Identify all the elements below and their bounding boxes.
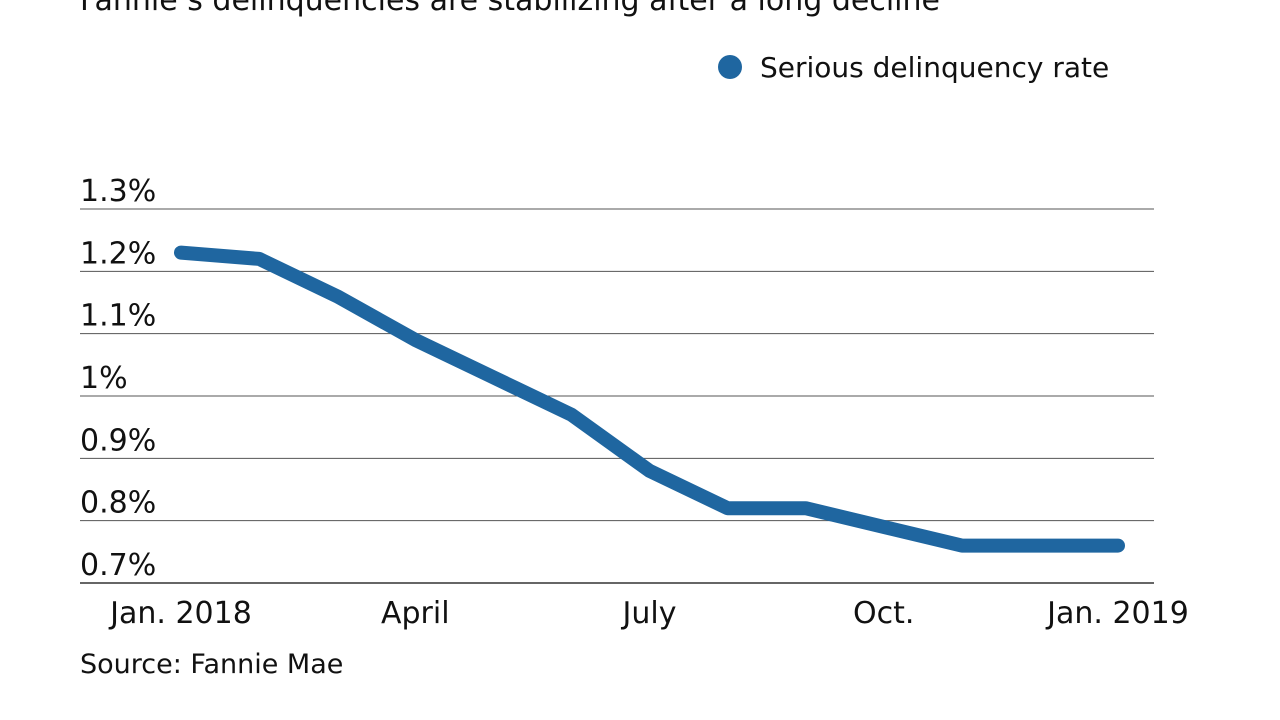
- legend-label: Serious delinquency rate: [760, 51, 1109, 84]
- y-tick-label: 0.8%: [80, 486, 156, 521]
- x-tick-label: July: [621, 596, 677, 631]
- y-tick-label: 1.1%: [80, 299, 156, 334]
- chart-title: Fannie’s delinquencies are stabilizing a…: [80, 0, 940, 18]
- legend-marker: [718, 55, 742, 79]
- y-tick-label: 1.3%: [80, 174, 156, 209]
- x-tick-label: April: [381, 596, 450, 631]
- line-series: [174, 245, 1125, 553]
- y-tick-label: 1%: [80, 361, 128, 396]
- y-tick-label: 0.7%: [80, 548, 156, 583]
- x-tick-label: Jan. 2018: [108, 596, 252, 631]
- x-tick-label: Jan. 2019: [1045, 596, 1189, 631]
- y-tick-label: 1.2%: [80, 236, 156, 271]
- source: Source: Fannie Mae: [80, 649, 343, 680]
- y-tick-label: 0.9%: [80, 423, 156, 458]
- x-tick-label: Oct.: [853, 596, 914, 631]
